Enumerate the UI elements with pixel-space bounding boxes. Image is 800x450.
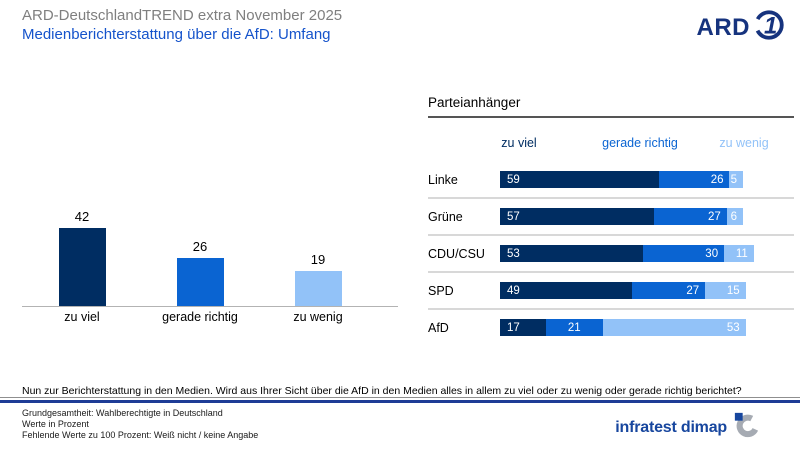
ard-logo-text: ARD xyxy=(696,13,750,41)
infratest-dimap-logo: infratest dimap xyxy=(615,412,760,443)
segment-zu viel: 59 xyxy=(500,171,660,188)
party-label: SPD xyxy=(428,283,454,298)
divider-line-gray xyxy=(0,397,800,398)
party-row-Grüne: Grüne 57 27 6 xyxy=(428,197,794,234)
segment-zu viel: 17 xyxy=(500,319,546,336)
infratest-dimap-mark-icon xyxy=(734,412,760,443)
segment-gerade richtig: 27 xyxy=(632,282,706,299)
segment-gerade richtig: 30 xyxy=(643,245,725,262)
party-row-Linke: Linke 59 26 5 xyxy=(428,162,794,197)
stacked-bar: 17 21 53 xyxy=(500,319,770,336)
overall-bar-chart: 42 26 19 xyxy=(22,176,398,307)
party-label: AfD xyxy=(428,320,449,335)
legend-zu-wenig: zu wenig xyxy=(719,136,769,150)
bar-zu viel xyxy=(58,228,106,306)
legend-zu-viel: zu viel xyxy=(501,136,537,150)
party-row-AfD: AfD 17 21 53 xyxy=(428,308,794,345)
segment-gerade richtig: 27 xyxy=(653,208,727,225)
segment-zu viel: 49 xyxy=(500,282,633,299)
party-label: Grüne xyxy=(428,209,463,224)
segment-zu wenig: 6 xyxy=(726,208,743,225)
segment-zu wenig: 11 xyxy=(724,245,754,262)
infratest-dimap-logo-text: infratest dimap xyxy=(615,418,727,436)
stacked-bar-rows: Linke 59 26 5 Grüne 57 27 6 CDU/CSU 53 30 11 SPD 49 27… xyxy=(428,162,794,345)
footer-notes: Grundgesamtheit: Wahlberechtigte in Deut… xyxy=(22,408,258,441)
survey-pretitle: ARD-DeutschlandTREND extra November 2025 xyxy=(22,7,343,24)
segment-zu viel: 57 xyxy=(500,208,654,225)
svg-text:1: 1 xyxy=(764,13,777,40)
footer-note: Fehlende Werte zu 100 Prozent: Weiß nich… xyxy=(22,430,259,440)
category-label: zu viel xyxy=(64,310,100,324)
bar-value-label: 19 xyxy=(310,252,326,267)
survey-question: Nun zur Berichterstattung in den Medien.… xyxy=(22,385,742,397)
segment-zu wenig: 15 xyxy=(705,282,746,299)
stacked-bar: 53 30 11 xyxy=(500,245,770,262)
overall-bar-chart-labels: zu viel gerade richtig zu wenig xyxy=(22,310,398,328)
stacked-bar: 49 27 15 xyxy=(500,282,770,299)
stacked-chart-legend: zu viel gerade richtig zu wenig xyxy=(428,118,794,162)
bar-zu wenig xyxy=(294,271,342,306)
party-row-CDU/CSU: CDU/CSU 53 30 11 xyxy=(428,234,794,271)
ard-logo: ARD 1 xyxy=(697,8,787,47)
segment-zu wenig: 53 xyxy=(602,319,746,336)
bar-gerade richtig xyxy=(176,258,224,306)
party-panel-title: Parteianhänger xyxy=(428,95,794,118)
party-label: CDU/CSU xyxy=(428,246,485,261)
page-title: Medienberichterstattung über die AfD: Um… xyxy=(22,26,331,43)
category-label: zu wenig xyxy=(293,310,343,324)
stacked-bar: 57 27 6 xyxy=(500,208,770,225)
footer-note: Grundgesamtheit: Wahlberechtigte in Deut… xyxy=(22,408,223,418)
stacked-bar: 59 26 5 xyxy=(500,171,770,188)
category-label: gerade richtig xyxy=(162,310,238,324)
party-row-SPD: SPD 49 27 15 xyxy=(428,271,794,308)
bar-value-label: 26 xyxy=(192,239,208,254)
footer-note: Werte in Prozent xyxy=(22,419,89,429)
ard-one-circle-icon: 1 xyxy=(752,8,786,47)
segment-gerade richtig: 26 xyxy=(659,171,730,188)
segment-gerade richtig: 21 xyxy=(545,319,603,336)
segment-zu wenig: 5 xyxy=(729,171,743,188)
segment-zu viel: 53 xyxy=(500,245,644,262)
divider-line-blue xyxy=(0,400,800,403)
legend-gerade-richtig: gerade richtig xyxy=(602,136,678,150)
bar-value-label: 42 xyxy=(74,209,90,224)
party-supporters-panel: Parteianhänger zu viel gerade richtig zu… xyxy=(428,95,794,345)
party-label: Linke xyxy=(428,172,458,187)
